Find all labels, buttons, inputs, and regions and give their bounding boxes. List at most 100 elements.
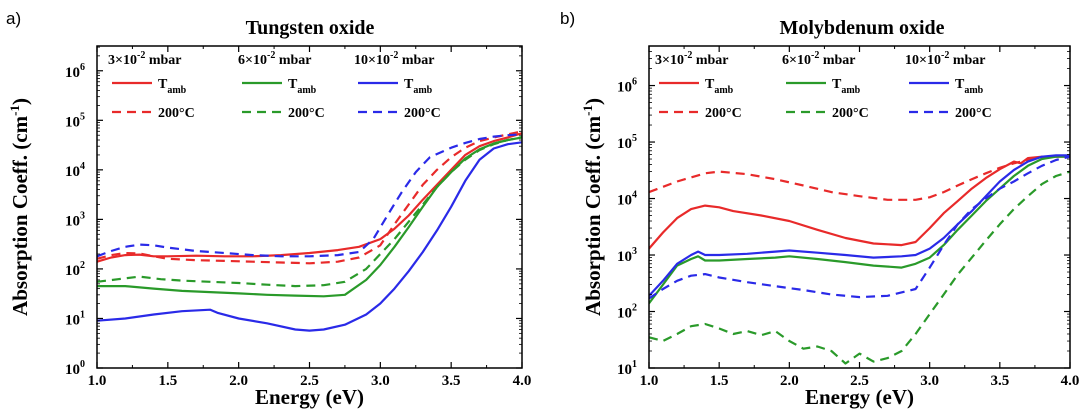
y-axis-label: Absorption Coeff. (cm-1) bbox=[580, 98, 605, 316]
legend-label: Tamb bbox=[955, 77, 984, 96]
legend-label-main: T bbox=[288, 77, 298, 92]
y-tick-exponent: 4 bbox=[80, 161, 85, 172]
legend-label: Tamb bbox=[705, 77, 734, 96]
legend-header-unit: mbar bbox=[949, 53, 985, 68]
x-tick-label: 4.0 bbox=[513, 373, 532, 389]
y-tick-label: 105 bbox=[65, 111, 85, 130]
chart-title: Molybdenum oxide bbox=[779, 17, 944, 39]
y-tick-exponent: 6 bbox=[80, 62, 85, 73]
legend-label-subscript: amb bbox=[167, 85, 186, 96]
series-line-3 bbox=[649, 170, 1070, 365]
x-tick-label: 3.0 bbox=[920, 373, 939, 389]
legend-header: 10×10-2 mbar bbox=[905, 50, 986, 68]
x-axis-label: Energy (eV) bbox=[255, 385, 364, 409]
y-label-superscript: -1 bbox=[7, 105, 22, 116]
y-tick-label: 105 bbox=[617, 133, 637, 152]
x-axis-label: Energy (eV) bbox=[805, 385, 914, 409]
y-label-close: ) bbox=[8, 98, 32, 105]
legend-header-mantissa: 3×10 bbox=[655, 53, 684, 68]
legend-label-main: 200°C bbox=[955, 106, 992, 121]
legend-header-exponent: -2 bbox=[390, 50, 398, 61]
y-tick-label: 103 bbox=[65, 210, 85, 229]
y-tick-exponent: 5 bbox=[632, 133, 637, 144]
panel-letter: a) bbox=[6, 9, 21, 28]
legend-label-main: 200°C bbox=[404, 106, 441, 121]
y-tick-label: 106 bbox=[65, 62, 85, 81]
y-label-superscript: -1 bbox=[580, 105, 595, 116]
x-tick-label: 3.0 bbox=[371, 373, 390, 389]
series-line-2 bbox=[97, 136, 522, 298]
x-tick-label: 2.5 bbox=[850, 373, 869, 389]
legend-header-exponent: -2 bbox=[137, 50, 145, 61]
y-tick-exponent: 1 bbox=[632, 359, 637, 370]
x-tick-label: 1.0 bbox=[88, 373, 107, 389]
legend-label: 200°C bbox=[404, 106, 441, 121]
y-tick-exponent: 6 bbox=[632, 77, 637, 88]
y-tick-label: 103 bbox=[617, 246, 637, 265]
legend-label-main: 200°C bbox=[288, 106, 325, 121]
y-tick-label: 102 bbox=[65, 260, 85, 279]
y-label-main: Absorption Coeff. (cm bbox=[8, 115, 32, 316]
x-tick-label: 1.0 bbox=[640, 373, 659, 389]
chart-title: Tungsten oxide bbox=[246, 17, 375, 39]
series-line-4 bbox=[649, 154, 1070, 297]
y-tick-exponent: 5 bbox=[80, 111, 85, 122]
legend-label-main: T bbox=[158, 77, 168, 92]
series-line-1 bbox=[649, 154, 1070, 201]
panel-b: b) Molybdenum oxide 1.0 1.5 2.0 2.5 3.0 3.5 4.0 1… bbox=[560, 9, 1079, 409]
legend-label: Tamb bbox=[404, 77, 433, 96]
y-tick-exponent: 1 bbox=[80, 309, 85, 320]
legend-header-mantissa: 10×10 bbox=[354, 53, 390, 68]
x-tick-label: 2.5 bbox=[300, 373, 319, 389]
y-label-main: Absorption Coeff. (cm bbox=[581, 115, 605, 316]
x-tick-label: 2.0 bbox=[780, 373, 799, 389]
y-tick-exponent: 3 bbox=[632, 246, 637, 257]
legend-label: 200°C bbox=[705, 106, 742, 121]
y-tick-base: 10 bbox=[65, 362, 80, 378]
x-tick-label: 3.5 bbox=[990, 373, 1009, 389]
series-line-5 bbox=[97, 133, 522, 258]
legend-header-exponent: -2 bbox=[684, 50, 692, 61]
legend-label-subscript: amb bbox=[841, 85, 860, 96]
y-label-close: ) bbox=[581, 98, 605, 105]
y-tick-base: 10 bbox=[65, 263, 80, 279]
y-tick-exponent: 2 bbox=[80, 260, 85, 271]
legend-header-unit: mbar bbox=[275, 53, 311, 68]
legend-label-main: 200°C bbox=[705, 106, 742, 121]
y-tick-base: 10 bbox=[617, 193, 632, 209]
legend-header: 3×10-2 mbar bbox=[655, 50, 729, 68]
series-group bbox=[649, 154, 1070, 365]
legend-label: 200°C bbox=[158, 106, 195, 121]
legend-label-main: T bbox=[705, 77, 715, 92]
x-tick-label: 2.0 bbox=[229, 373, 248, 389]
y-tick-exponent: 2 bbox=[632, 303, 637, 314]
legend-label-main: 200°C bbox=[832, 106, 869, 121]
legend-label-main: T bbox=[404, 77, 414, 92]
y-tick-base: 10 bbox=[65, 114, 80, 130]
y-tick-label: 102 bbox=[617, 303, 637, 322]
series-group bbox=[97, 130, 522, 332]
y-tick-base: 10 bbox=[617, 306, 632, 322]
y-tick-exponent: 3 bbox=[80, 210, 85, 221]
y-tick-base: 10 bbox=[65, 65, 80, 81]
legend-label-subscript: amb bbox=[714, 85, 733, 96]
legend-header-unit: mbar bbox=[145, 53, 181, 68]
legend-label-main: T bbox=[832, 77, 842, 92]
legend-header: 6×10-2 mbar bbox=[238, 50, 312, 68]
legend-header-unit: mbar bbox=[398, 53, 434, 68]
y-tick-label: 104 bbox=[65, 161, 85, 180]
series-line-0 bbox=[97, 132, 522, 263]
legend-label: Tamb bbox=[288, 77, 317, 96]
legend-label: 200°C bbox=[288, 106, 325, 121]
legend-header-exponent: -2 bbox=[811, 50, 819, 61]
y-tick-base: 10 bbox=[65, 213, 80, 229]
legend-header-mantissa: 3×10 bbox=[108, 53, 137, 68]
y-tick-label: 101 bbox=[617, 359, 637, 378]
x-tick-label: 3.5 bbox=[442, 373, 461, 389]
legend-header-mantissa: 10×10 bbox=[905, 53, 941, 68]
y-tick-label: 106 bbox=[617, 77, 637, 96]
legend-label-main: 200°C bbox=[158, 106, 195, 121]
